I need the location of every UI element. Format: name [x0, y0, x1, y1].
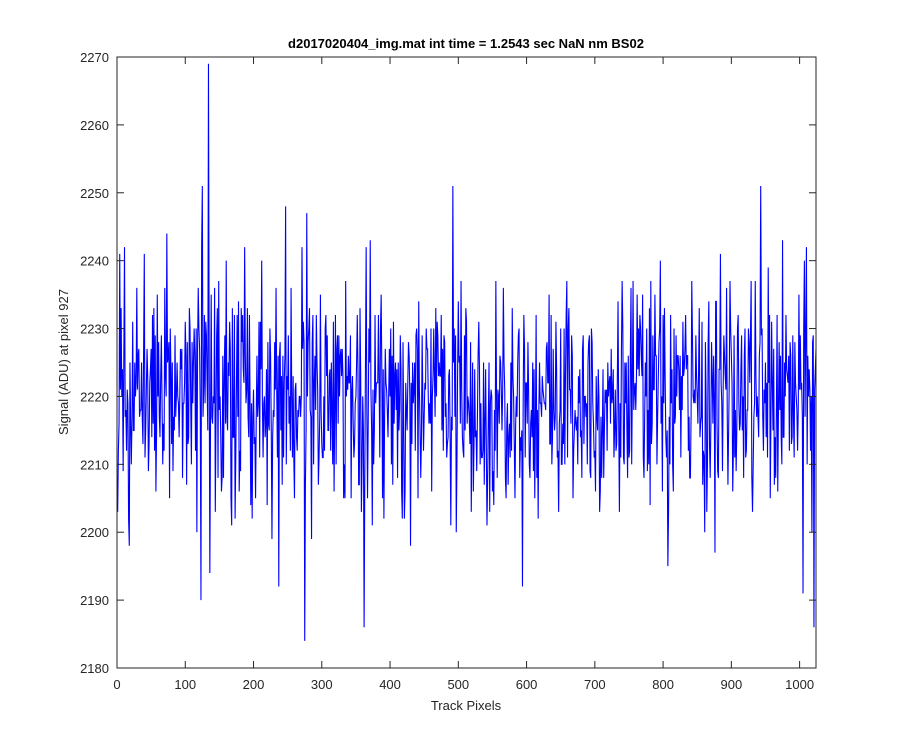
plot-frame	[116, 56, 817, 669]
x-tick-label: 800	[652, 677, 674, 692]
x-tick-label: 100	[174, 677, 196, 692]
y-tick-label: 2180	[80, 661, 109, 676]
y-axis-label: Signal (ADU) at pixel 927	[56, 289, 71, 435]
y-tick-label: 2260	[80, 118, 109, 133]
x-tick-label: 500	[447, 677, 469, 692]
signal-series-line	[117, 63, 817, 641]
y-tick-label: 2210	[80, 457, 109, 472]
x-axis-label: Track Pixels	[431, 698, 502, 713]
y-tick-label: 2230	[80, 322, 109, 337]
x-tick-label: 400	[379, 677, 401, 692]
series-group	[117, 63, 817, 641]
x-axis-ticks: 0 100 200 300 400 500 600 700 800 900 1000	[113, 57, 814, 692]
x-tick-label: 0	[113, 677, 120, 692]
x-tick-label: 1000	[785, 677, 814, 692]
y-axis-ticks: 2180 2190 2200 2210 2220 2230 2240 2250 2260 2270	[80, 50, 816, 676]
y-tick-label: 2270	[80, 50, 109, 65]
x-tick-label: 700	[584, 677, 606, 692]
x-tick-label: 600	[516, 677, 538, 692]
y-tick-label: 2200	[80, 525, 109, 540]
chart-title: d2017020404_img.mat int time = 1.2543 se…	[288, 36, 644, 51]
x-tick-label: 900	[721, 677, 743, 692]
y-tick-label: 2240	[80, 254, 109, 269]
x-tick-label: 300	[311, 677, 333, 692]
y-tick-label: 2220	[80, 389, 109, 404]
x-tick-label: 200	[243, 677, 265, 692]
y-tick-label: 2190	[80, 593, 109, 608]
y-tick-label: 2250	[80, 186, 109, 201]
